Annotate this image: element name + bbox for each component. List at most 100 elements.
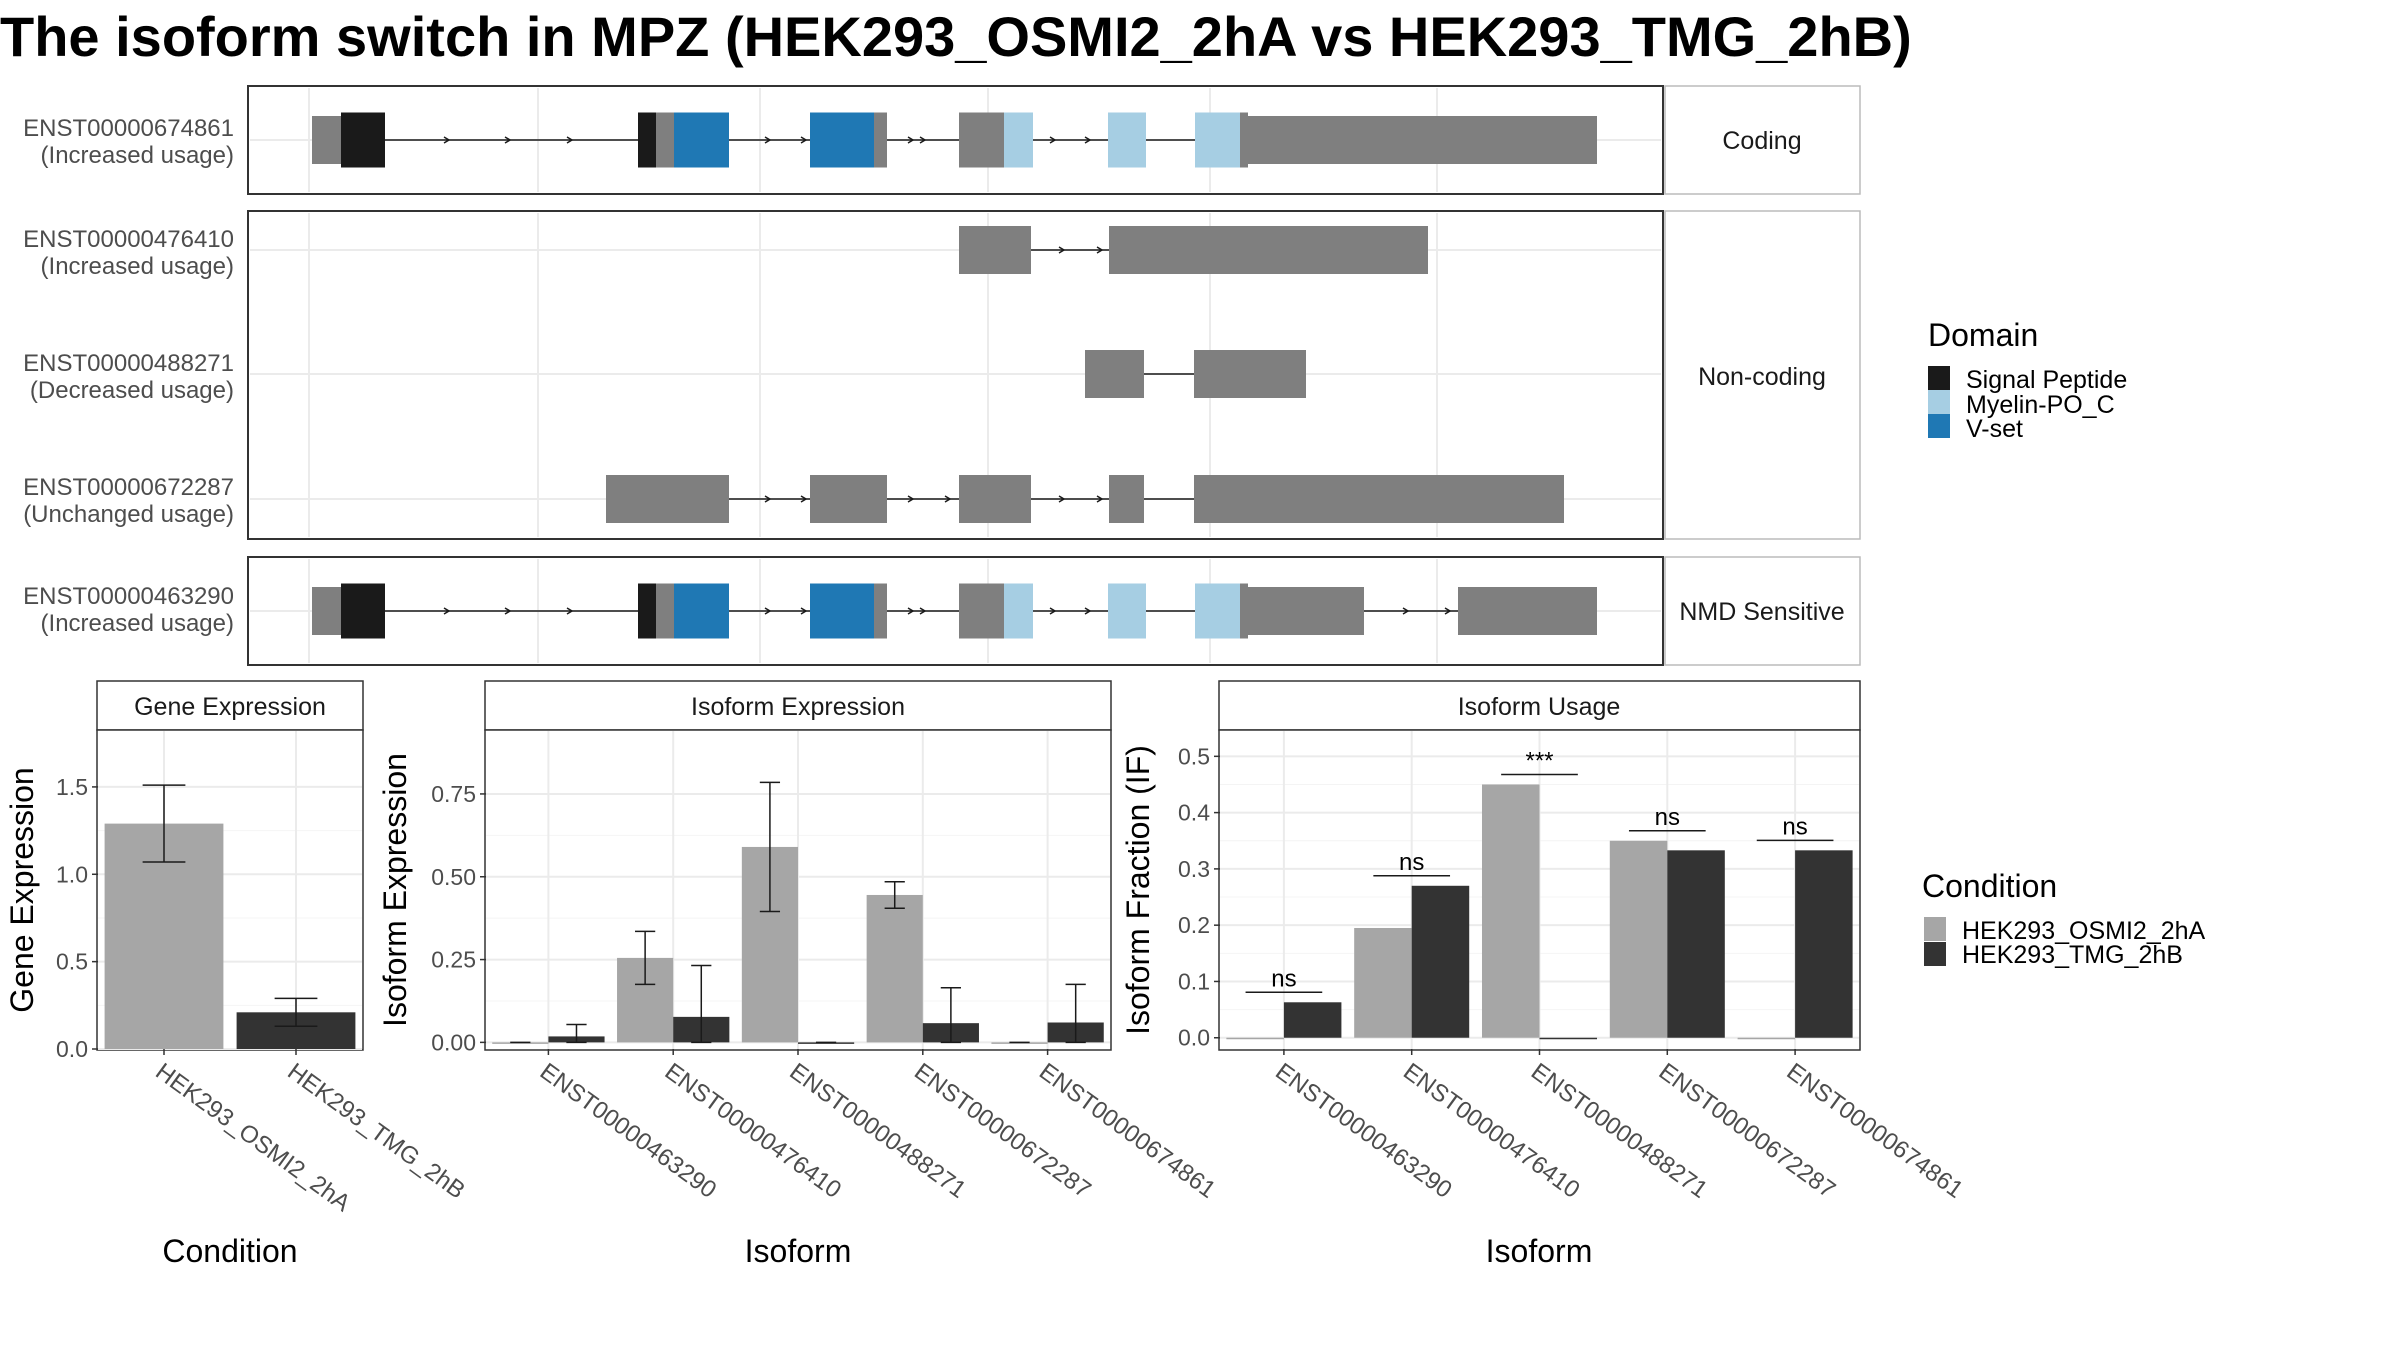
y-tick-label: 0.50 — [431, 864, 476, 890]
exon-block — [656, 112, 674, 168]
bar — [1539, 1037, 1598, 1040]
significance-label: ns — [1782, 813, 1807, 840]
bar — [1795, 850, 1853, 1038]
bar — [1283, 1002, 1342, 1038]
legend-label: Myelin-PO_C — [1966, 391, 2115, 419]
bar — [1481, 784, 1540, 1038]
intron-arrow — [944, 495, 952, 503]
significance-label: ns — [1655, 804, 1680, 831]
exon-block — [1195, 583, 1240, 639]
bar — [1354, 927, 1412, 1038]
intron-arrow — [566, 136, 574, 144]
intron-arrow — [1084, 607, 1092, 615]
isoform-usage-chart: Isoform Usage 0.0 0.1 0.2 0.3 0.4 0.5 ns ns *** n… — [1120, 680, 1968, 1269]
exon-block — [810, 583, 874, 639]
x-axis-title: Condition — [162, 1233, 297, 1269]
chart-strip — [1218, 680, 1861, 731]
intron-arrow — [443, 136, 451, 144]
nmd-facet-strip — [1664, 556, 1861, 666]
exon-block — [638, 583, 656, 639]
legend-key-condition-b — [1924, 942, 1946, 966]
domain-legend-title: Domain — [1928, 317, 2038, 353]
intron-arrow — [1049, 607, 1057, 615]
noncoding-facet-strip — [1664, 210, 1861, 540]
intron-arrow — [1402, 607, 1410, 615]
y-tick-label: 0.3 — [1178, 856, 1210, 882]
y-tick-label: 0.5 — [1178, 743, 1210, 769]
transcript-usage-label: (Decreased usage) — [30, 377, 234, 404]
condition-legend-title: Condition — [1922, 868, 2057, 904]
bar — [1226, 1037, 1284, 1040]
legend-key-myelin — [1928, 390, 1950, 414]
exon-block — [656, 583, 674, 639]
coding-facet-strip — [1664, 85, 1861, 195]
significance-label: *** — [1525, 747, 1553, 774]
transcript-id-label: ENST00000674861 — [23, 115, 234, 142]
figure-title: The isoform switch in MPZ (HEK293_OSMI2_… — [0, 5, 1912, 68]
exon-block — [312, 587, 341, 635]
intron-arrow — [764, 607, 772, 615]
transcript-id-label: ENST00000672287 — [23, 474, 234, 501]
y-axis-title: Isoform Expression — [377, 753, 413, 1027]
intron-arrow — [1058, 246, 1066, 254]
intron-arrow — [800, 495, 808, 503]
transcript-usage-label: (Increased usage) — [41, 253, 234, 280]
exon-block — [1004, 112, 1033, 168]
legend-key-signal-peptide — [1928, 366, 1950, 390]
exon-block — [606, 475, 729, 523]
intron-arrow — [1096, 495, 1104, 503]
legend-label: Signal Peptide — [1966, 366, 2127, 394]
bar — [1667, 850, 1725, 1038]
exon-block — [1458, 587, 1597, 635]
y-tick-label: 1.5 — [56, 774, 88, 800]
chart-strip-title: Isoform Expression — [691, 693, 905, 721]
y-axis-title: Isoform Fraction (IF) — [1120, 745, 1156, 1035]
intron-arrow — [919, 136, 927, 144]
bar — [866, 894, 923, 1043]
transcript-usage-label: (Unchanged usage) — [23, 501, 234, 528]
exon-block — [1109, 475, 1144, 523]
intron-arrow — [1049, 136, 1057, 144]
intron-arrow — [907, 607, 915, 615]
exon-block — [1108, 583, 1146, 639]
exon-block — [674, 583, 729, 639]
intron-arrow — [764, 136, 772, 144]
intron-arrow — [504, 136, 512, 144]
domain-legend: Domain Signal Peptide Myelin-PO_C V-set — [1928, 317, 2127, 443]
y-tick-label: 0.5 — [56, 949, 88, 975]
intron-arrow — [1058, 495, 1066, 503]
x-axis-title: Isoform — [745, 1233, 852, 1269]
y-tick-label: 0.00 — [431, 1029, 476, 1055]
transcript-id-label: ENST00000476410 — [23, 226, 234, 253]
intron-arrow — [800, 136, 808, 144]
chart-strip — [484, 680, 1112, 731]
exon-block — [959, 583, 1004, 639]
legend-label: HEK293_TMG_2hB — [1962, 941, 2183, 969]
intron-arrow — [919, 607, 927, 615]
transcript-id-label: ENST00000463290 — [23, 583, 234, 610]
exon-block — [1004, 583, 1033, 639]
legend-key-condition-a — [1924, 917, 1946, 941]
y-tick-label: 0.4 — [1178, 800, 1210, 826]
exon-block — [638, 112, 656, 168]
exon-block — [1108, 112, 1146, 168]
y-tick-label: 0.1 — [1178, 968, 1210, 994]
bar — [1609, 840, 1668, 1038]
exon-block — [810, 112, 874, 168]
nmd-facet-label: NMD Sensitive — [1679, 598, 1844, 626]
exon-block — [1195, 112, 1240, 168]
exon-block — [1248, 116, 1597, 164]
exon-block — [810, 475, 887, 523]
isoform-expression-chart: Isoform Expression 0.000.250.500.75ENST0… — [377, 680, 1221, 1269]
transcript-structure-panel: Coding Non-coding NMD Sensitive ENST0000… — [23, 85, 1861, 666]
y-tick-label: 0.2 — [1178, 912, 1210, 938]
exon-block — [1240, 112, 1248, 168]
bar — [1737, 1037, 1796, 1040]
exon-block — [874, 583, 887, 639]
intron-arrow — [1096, 246, 1104, 254]
y-tick-label: 0.0 — [1178, 1025, 1210, 1051]
intron-arrow — [764, 495, 772, 503]
noncoding-facet-label: Non-coding — [1698, 363, 1826, 391]
significance-label: ns — [1271, 965, 1296, 992]
